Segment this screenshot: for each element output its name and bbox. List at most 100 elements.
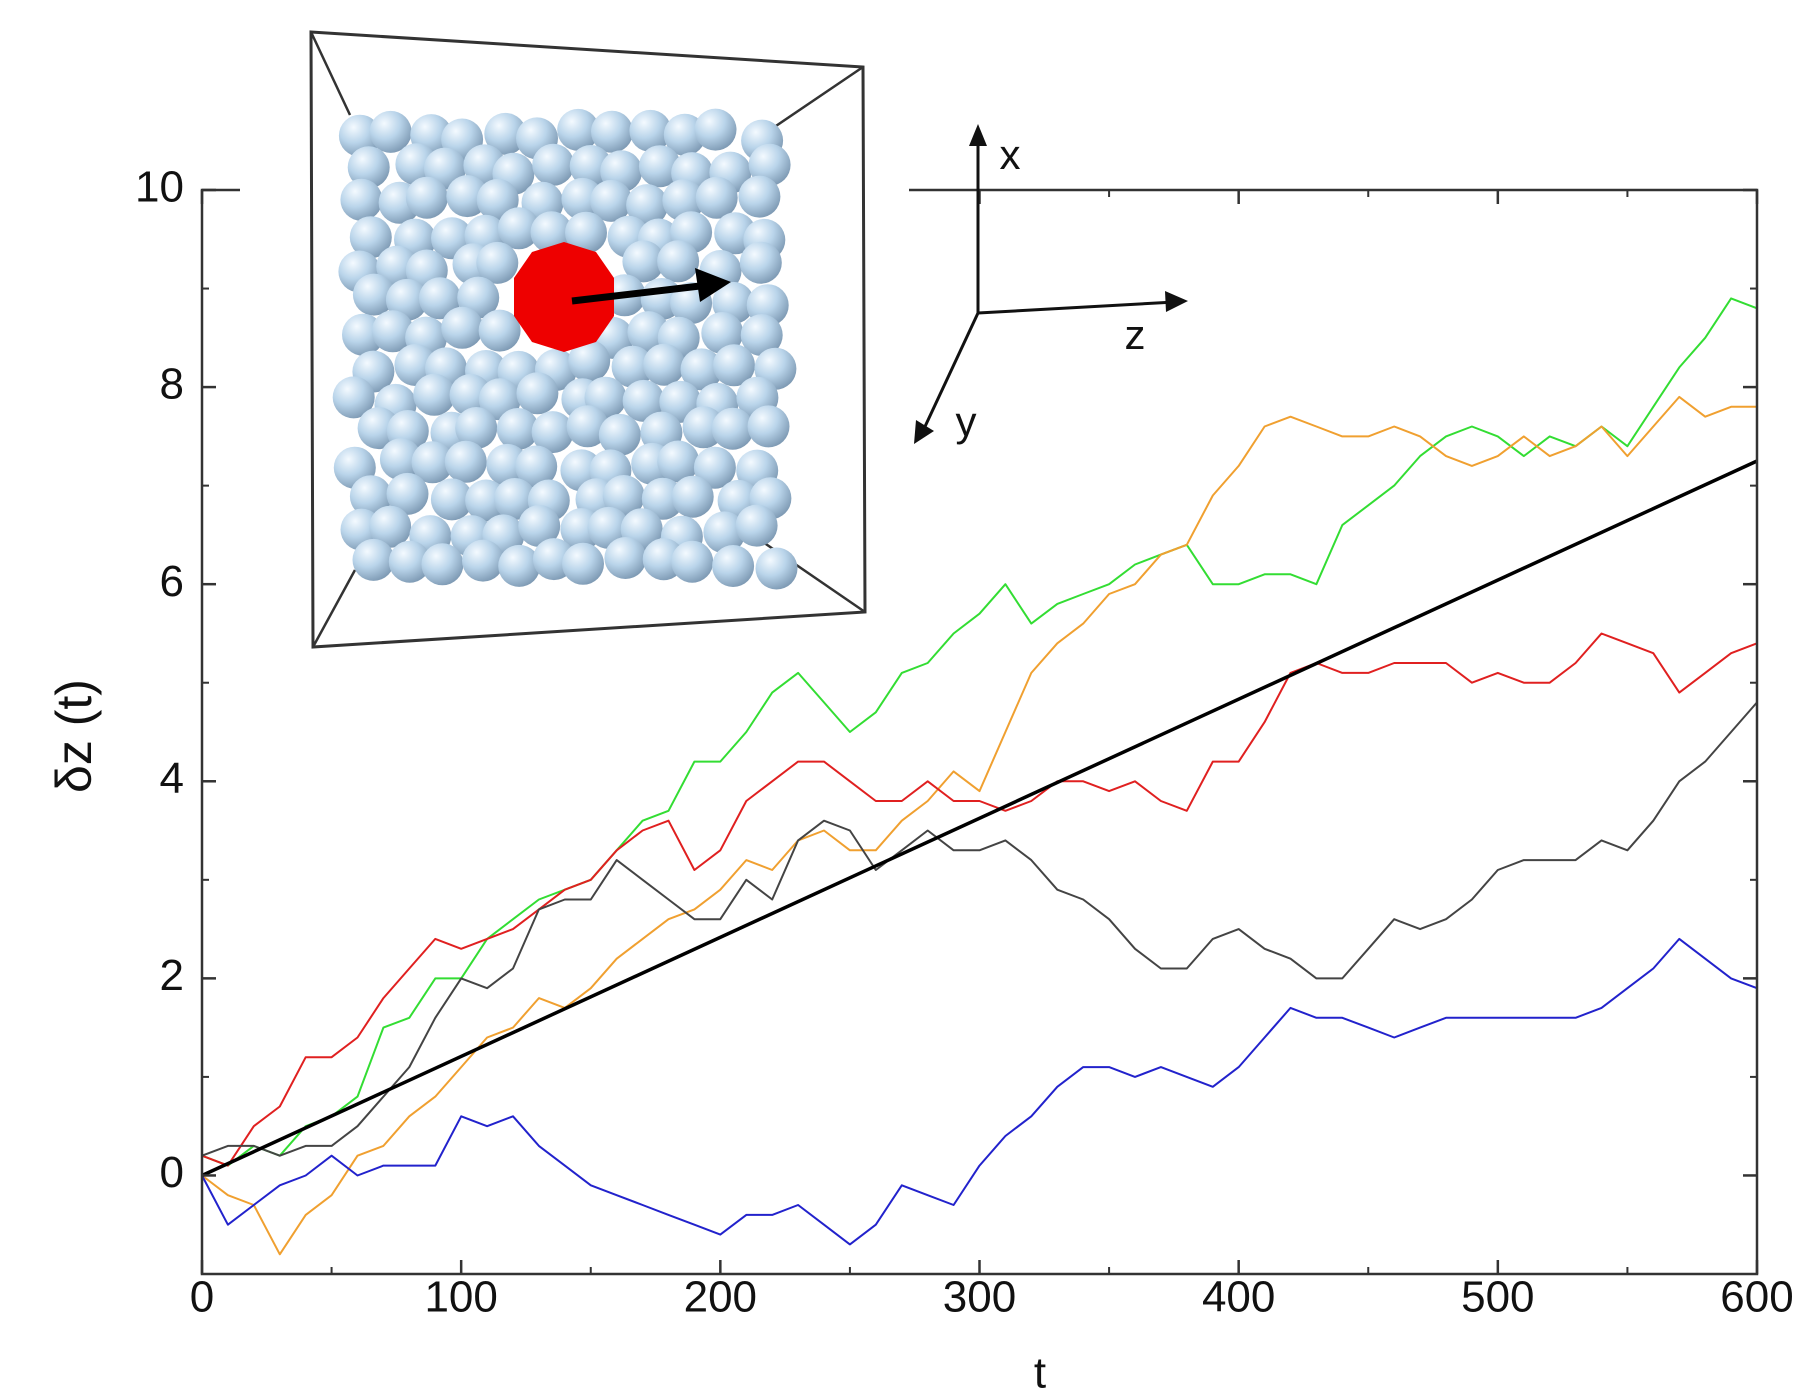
particle bbox=[476, 241, 519, 284]
particle bbox=[738, 175, 781, 218]
particle bbox=[590, 179, 633, 222]
particle bbox=[671, 540, 714, 583]
inset-axis-label: x bbox=[1000, 131, 1021, 178]
particle bbox=[712, 545, 755, 587]
data-line bbox=[201, 937, 1758, 1246]
particle bbox=[562, 542, 604, 585]
particle bbox=[566, 405, 609, 448]
particle bbox=[703, 511, 746, 554]
particle bbox=[405, 176, 448, 219]
inset-edge bbox=[309, 31, 352, 116]
particle bbox=[611, 345, 654, 388]
particle bbox=[498, 544, 541, 587]
data-line bbox=[201, 395, 1757, 1256]
particle bbox=[739, 241, 782, 284]
y-tick-label: 4 bbox=[160, 754, 184, 803]
data-line bbox=[201, 632, 1758, 1167]
particle bbox=[338, 114, 381, 157]
particle bbox=[516, 372, 559, 415]
particle bbox=[671, 475, 714, 518]
y-tick-label: 8 bbox=[160, 360, 184, 409]
particle bbox=[484, 112, 527, 155]
data-line bbox=[201, 701, 1758, 1157]
x-tick-label: 100 bbox=[424, 1273, 497, 1322]
particle bbox=[497, 207, 540, 250]
inset: x y z bbox=[240, 30, 1188, 649]
particle bbox=[598, 413, 641, 456]
arrow-shaft bbox=[571, 282, 701, 305]
particle bbox=[518, 505, 561, 547]
particle bbox=[369, 505, 412, 548]
axis-arrow-head bbox=[914, 420, 934, 444]
data-line bbox=[201, 459, 1758, 1178]
particle bbox=[622, 379, 665, 422]
particle bbox=[369, 110, 412, 153]
inset-axis-label: z bbox=[1125, 311, 1146, 358]
x-tick-label: 400 bbox=[1202, 1273, 1275, 1322]
particle bbox=[657, 240, 700, 283]
particle bbox=[626, 184, 669, 227]
particle bbox=[694, 108, 737, 151]
particle bbox=[347, 146, 390, 189]
particle bbox=[340, 178, 383, 221]
particle bbox=[604, 537, 647, 579]
particle bbox=[735, 504, 778, 547]
particle bbox=[385, 278, 428, 321]
particle bbox=[695, 176, 738, 219]
particle bbox=[568, 339, 611, 382]
x-tick-label: 500 bbox=[1461, 1273, 1534, 1322]
axis-arrow-head bbox=[1165, 291, 1188, 312]
inset-edge bbox=[769, 65, 864, 132]
y-axis-label: δz (t) bbox=[46, 679, 102, 793]
particle bbox=[531, 411, 574, 454]
particle bbox=[379, 438, 422, 481]
particle bbox=[413, 373, 456, 416]
inset-axis-label: y bbox=[956, 398, 977, 445]
y-tick-label: 2 bbox=[160, 951, 184, 1000]
particle bbox=[622, 240, 665, 283]
particle bbox=[693, 446, 736, 489]
particle bbox=[493, 478, 536, 520]
y-tick-label: 10 bbox=[135, 163, 184, 212]
particle bbox=[352, 273, 395, 316]
particle bbox=[430, 478, 473, 521]
particle bbox=[515, 445, 558, 488]
particle bbox=[349, 216, 392, 259]
particle bbox=[411, 441, 454, 484]
particle bbox=[462, 539, 504, 582]
particle bbox=[629, 109, 672, 152]
particle bbox=[740, 314, 783, 357]
particle bbox=[371, 310, 414, 353]
particle bbox=[657, 440, 700, 483]
axis-arrow bbox=[920, 312, 980, 434]
particle bbox=[418, 277, 461, 320]
particle bbox=[713, 344, 755, 387]
x-tick-label: 300 bbox=[943, 1273, 1016, 1322]
particle bbox=[394, 344, 437, 386]
particle bbox=[641, 477, 684, 520]
particle bbox=[643, 343, 686, 386]
x-axis-label: t bbox=[1034, 1349, 1046, 1388]
particle bbox=[332, 376, 375, 419]
x-tick-label: 0 bbox=[190, 1273, 214, 1322]
particle bbox=[386, 472, 429, 515]
particle bbox=[711, 407, 754, 450]
particle bbox=[557, 108, 600, 151]
axis-arrow-head bbox=[969, 124, 987, 146]
particle bbox=[444, 440, 487, 483]
particle bbox=[421, 543, 464, 586]
particle bbox=[532, 143, 575, 186]
axis-arrow bbox=[977, 300, 1176, 315]
y-tick-label: 0 bbox=[160, 1148, 184, 1197]
particle bbox=[455, 407, 498, 449]
particle bbox=[591, 110, 633, 153]
plot-area: 0 100 200 300 400 500 600 0 2 4 6 8 10 bbox=[135, 163, 1794, 1322]
particle bbox=[388, 540, 431, 583]
particle bbox=[478, 309, 521, 352]
x-tick-label: 600 bbox=[1720, 1273, 1793, 1322]
tagged-particle bbox=[514, 242, 614, 352]
particle bbox=[755, 547, 798, 590]
particle bbox=[352, 538, 395, 581]
particle bbox=[747, 405, 790, 448]
